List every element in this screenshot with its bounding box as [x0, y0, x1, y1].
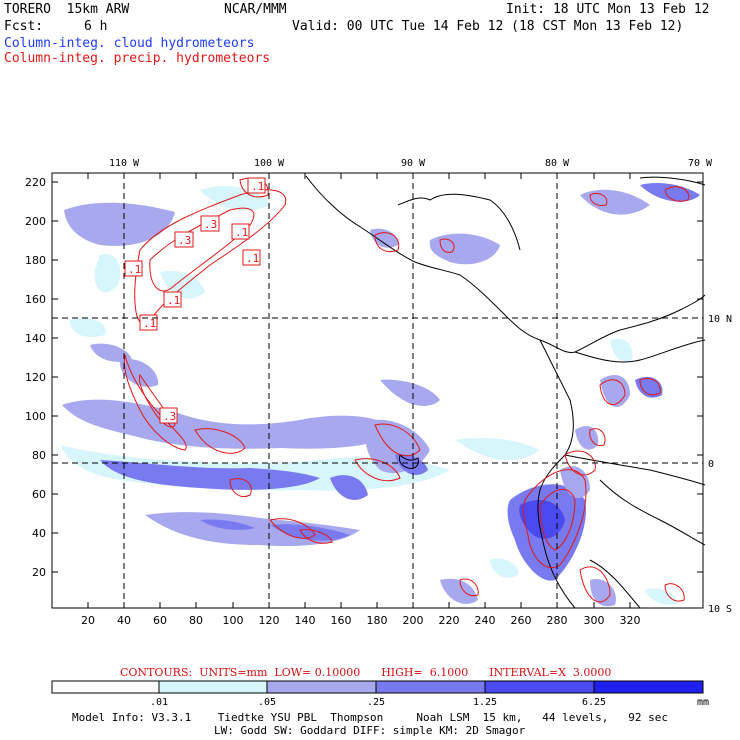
x-tick-label: 20: [81, 614, 95, 627]
lon-label: 90 W: [401, 158, 426, 169]
colorbar-label: .25: [366, 697, 386, 708]
x-tick-label: 260: [511, 614, 532, 627]
x-tick-label: 300: [584, 614, 605, 627]
colorbar-label: .05: [257, 697, 277, 708]
y-tick-label: 80: [32, 449, 46, 462]
x-tick-label: 140: [295, 614, 316, 627]
x-tick-labels: 20 40 60 80 100 120 140 160 180 200 220 …: [81, 614, 641, 627]
lat-label: 0: [708, 459, 714, 470]
longitude-labels: 110 W 100 W 90 W 80 W 70 W: [109, 158, 713, 169]
field-cloud-hydrometeors: Column-integ. cloud hydrometeors: [4, 36, 255, 51]
contour-label: .1: [139, 314, 158, 331]
coastlines: [305, 175, 706, 609]
colorbar-label: .01: [149, 697, 169, 708]
init-time: Init: 18 UTC Mon 13 Feb 12: [506, 2, 710, 17]
contour-labels: .1 .1 .3 .3 .1 .1 .1 .1: [124, 177, 266, 424]
contour-label-text: .1: [251, 180, 264, 193]
contour-label-text: .1: [167, 294, 180, 307]
y-tick-label: 140: [25, 332, 46, 345]
contour-label: .3: [200, 215, 220, 232]
contour-label-text: .1: [143, 317, 156, 330]
y-tick-label: 100: [25, 410, 46, 423]
x-tick-label: 180: [367, 614, 388, 627]
colorbar-units: mm: [697, 697, 710, 708]
x-tick-label: 120: [259, 614, 280, 627]
x-tick-label: 220: [439, 614, 460, 627]
y-tick-label: 120: [25, 371, 46, 384]
lat-label: 10 N: [708, 314, 732, 325]
x-tick-label: 200: [403, 614, 424, 627]
x-tick-label: 240: [475, 614, 496, 627]
y-tick-label: 180: [25, 254, 46, 267]
contour-label-text: .1: [235, 226, 248, 239]
organization: NCAR/MMM: [224, 2, 287, 17]
lon-label: 70 W: [688, 158, 713, 169]
x-tick-label: 280: [547, 614, 568, 627]
x-tick-label: 40: [117, 614, 131, 627]
forecast-label: Fcst:: [4, 19, 44, 34]
graticule: [52, 173, 703, 608]
x-tick-label: 60: [153, 614, 167, 627]
y-axis-ticks: [52, 181, 703, 573]
model-name: TORERO 15km ARW: [4, 2, 130, 17]
x-tick-label: 80: [189, 614, 203, 627]
contour-label: .1: [124, 260, 143, 277]
lon-label: 80 W: [545, 158, 570, 169]
valid-time: Valid: 00 UTC Tue 14 Feb 12 (18 CST Mon …: [292, 19, 684, 34]
contour-label-text: .1: [246, 252, 259, 265]
x-tick-label: 160: [331, 614, 352, 627]
colorbar: [51, 680, 704, 694]
latitude-labels: 10 N 0 10 S: [708, 314, 732, 615]
x-tick-label: 320: [620, 614, 641, 627]
x-axis-ticks: [87, 173, 631, 608]
y-tick-label: 160: [25, 293, 46, 306]
lon-label: 110 W: [109, 158, 140, 169]
x-tick-label: 100: [223, 614, 244, 627]
colorbar-label: 1.25: [472, 697, 498, 708]
cloud-hydrometeor-shading: [60, 183, 700, 607]
y-tick-label: 20: [32, 566, 46, 579]
contour-label-text: .3: [178, 234, 191, 247]
contour-label-text: .3: [163, 410, 176, 423]
contour-label-text: .1: [128, 263, 141, 276]
contour-label: .1: [247, 177, 266, 194]
contour-label: .3: [174, 231, 194, 248]
contour-info: CONTOURS: UNITS=mm LOW= 0.10000 HIGH= 6.…: [120, 666, 612, 679]
forecast-value: 6 h: [84, 19, 108, 34]
colorbar-label: 6.25: [581, 697, 607, 708]
y-tick-label: 200: [25, 215, 46, 228]
contour-label-text: .3: [204, 218, 217, 231]
model-info-line1: Model Info: V3.3.1 Tiedtke YSU PBL Thomp…: [72, 711, 669, 724]
model-info-line2: LW: Godd SW: Goddard DIFF: simple KM: 2D…: [214, 724, 526, 737]
lon-label: 100 W: [254, 158, 285, 169]
y-tick-label: 40: [32, 527, 46, 540]
y-tick-labels: 220 200 180 160 140 120 100 80 60 40 20: [25, 176, 46, 579]
y-tick-label: 220: [25, 176, 46, 189]
lat-label: 10 S: [708, 604, 732, 615]
contour-label: .1: [163, 291, 182, 308]
contour-label: .1: [242, 249, 261, 266]
contour-label: .1: [231, 223, 250, 240]
field-precip-hydrometeors: Column-integ. precip. hydrometeors: [4, 51, 271, 66]
y-tick-label: 60: [32, 488, 46, 501]
contour-label: .3: [159, 407, 178, 424]
